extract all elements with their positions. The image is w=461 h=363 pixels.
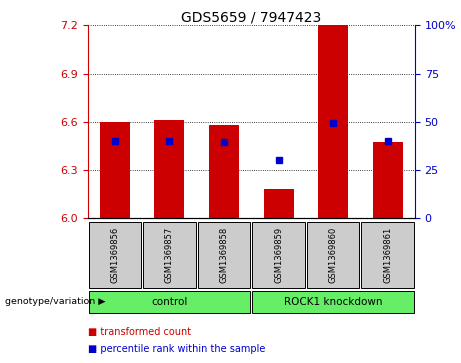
Bar <box>154 120 184 218</box>
Bar <box>318 25 348 218</box>
Title: GDS5659 / 7947423: GDS5659 / 7947423 <box>181 10 321 24</box>
Text: ■ percentile rank within the sample: ■ percentile rank within the sample <box>88 344 265 354</box>
Text: GSM1369857: GSM1369857 <box>165 227 174 283</box>
Text: ROCK1 knockdown: ROCK1 knockdown <box>284 297 382 307</box>
FancyBboxPatch shape <box>361 222 414 288</box>
Bar <box>100 122 130 218</box>
FancyBboxPatch shape <box>252 290 414 313</box>
FancyBboxPatch shape <box>307 222 359 288</box>
Text: GSM1369856: GSM1369856 <box>110 227 119 283</box>
FancyBboxPatch shape <box>89 290 250 313</box>
FancyBboxPatch shape <box>89 222 141 288</box>
FancyBboxPatch shape <box>252 222 305 288</box>
Text: genotype/variation ▶: genotype/variation ▶ <box>5 297 105 306</box>
Text: ■ transformed count: ■ transformed count <box>88 327 191 337</box>
Bar <box>372 142 402 218</box>
Bar <box>209 125 239 218</box>
Text: GSM1369858: GSM1369858 <box>219 227 229 283</box>
FancyBboxPatch shape <box>143 222 195 288</box>
Bar <box>264 189 294 218</box>
Text: GSM1369861: GSM1369861 <box>383 227 392 283</box>
Text: GSM1369859: GSM1369859 <box>274 227 283 283</box>
Text: GSM1369860: GSM1369860 <box>329 227 337 283</box>
FancyBboxPatch shape <box>198 222 250 288</box>
Text: control: control <box>151 297 188 307</box>
